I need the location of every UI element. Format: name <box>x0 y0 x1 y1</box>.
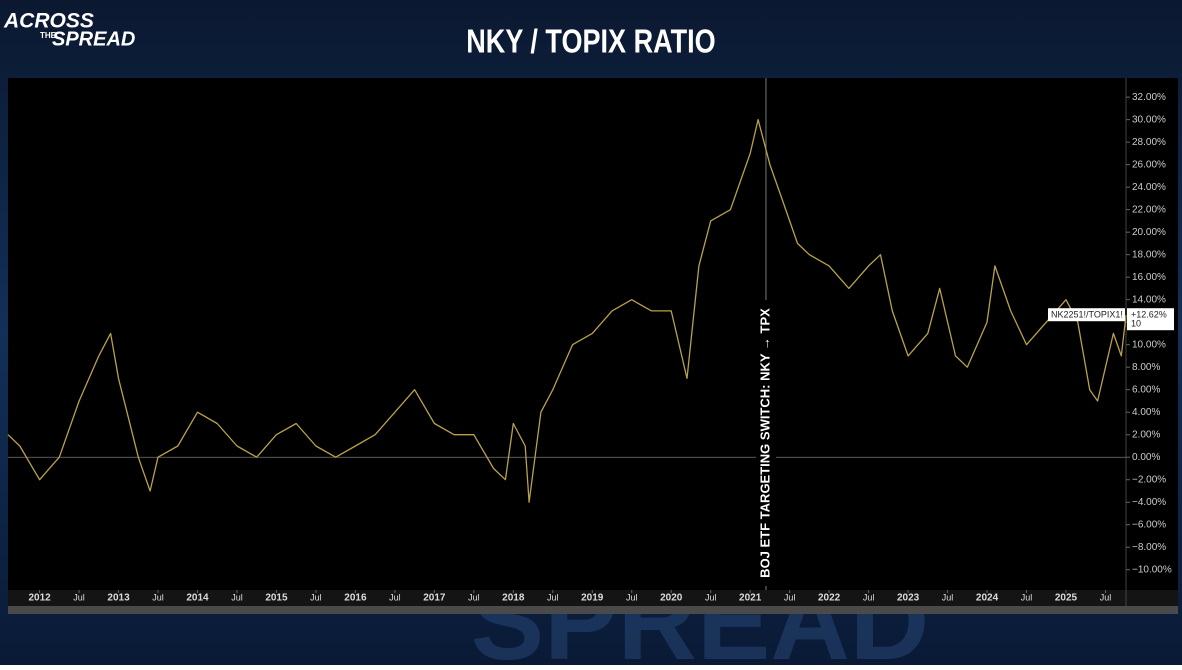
x-axis-strip <box>8 590 1178 606</box>
y-tick-label: 30.00% <box>1132 114 1166 125</box>
countdown: 10 <box>1131 319 1141 329</box>
y-tick-label: −10.00% <box>1132 564 1172 575</box>
x-tick-label: 2019 <box>581 593 604 604</box>
x-tick-label: 2016 <box>344 593 367 604</box>
x-tick-label: Jul <box>705 592 717 602</box>
x-tick-label: Jul <box>626 592 638 602</box>
x-tick-label: Jul <box>942 592 954 602</box>
y-tick-label: 26.00% <box>1132 159 1166 170</box>
ratio-line <box>7 118 1127 503</box>
x-tick-label: 2021 <box>739 593 762 604</box>
x-tick-label: Jul <box>1100 592 1112 602</box>
y-tick-label: 22.00% <box>1132 204 1166 215</box>
y-tick-label: 20.00% <box>1132 227 1166 238</box>
price-label-bg <box>1127 308 1174 331</box>
y-tick-label: 16.00% <box>1132 272 1166 283</box>
logo-line2: THE <box>40 31 57 40</box>
x-tick-label: 2023 <box>897 593 920 604</box>
y-tick-label: 28.00% <box>1132 137 1166 148</box>
x-tick-label: Jul <box>231 592 243 602</box>
x-tick-label: Jul <box>547 592 559 602</box>
x-tick-label: 2025 <box>1055 593 1078 604</box>
y-tick-label: 6.00% <box>1132 384 1160 395</box>
scrollbar <box>8 606 1178 614</box>
logo-line1: ACROSS <box>3 10 94 33</box>
y-tick-label: 8.00% <box>1132 362 1160 373</box>
x-tick-label: Jul <box>1021 592 1033 602</box>
x-tick-label: Jul <box>152 592 164 602</box>
y-tick-label: 18.00% <box>1132 249 1166 260</box>
y-tick-label: 2.00% <box>1132 429 1160 440</box>
logo-line3: SPREAD <box>52 28 135 50</box>
x-tick-label: Jul <box>468 592 480 602</box>
annotation: BOJ ETF TARGETING SWITCH: NKY → TPX <box>757 308 772 578</box>
y-tick-label: 32.00% <box>1132 92 1166 103</box>
x-tick-label: 2024 <box>976 593 999 604</box>
x-tick-label: Jul <box>863 592 875 602</box>
y-tick-label: 0.00% <box>1132 452 1160 463</box>
x-tick-label: 2014 <box>186 593 209 604</box>
x-tick-label: 2022 <box>818 593 841 604</box>
plot-area <box>8 78 1178 590</box>
y-tick-label: −8.00% <box>1132 542 1166 553</box>
x-tick-label: 2020 <box>660 593 683 604</box>
x-tick-label: 2018 <box>502 593 525 604</box>
x-tick-label: 2015 <box>265 593 288 604</box>
y-tick-label: 24.00% <box>1132 182 1166 193</box>
y-tick-label: −6.00% <box>1132 519 1166 530</box>
x-tick-label: 2013 <box>107 593 130 604</box>
x-tick-label: Jul <box>73 592 85 602</box>
price-name-bg <box>1048 308 1125 322</box>
x-tick-label: Jul <box>310 592 322 602</box>
x-tick-label: Jul <box>389 592 401 602</box>
x-tick-label: 2017 <box>423 593 446 604</box>
x-tick-label: Jul <box>784 592 796 602</box>
y-tick-label: −4.00% <box>1132 497 1166 508</box>
series-name: NK2251!/TOPIX1! <box>1051 310 1123 320</box>
y-tick-label: 4.00% <box>1132 407 1160 418</box>
chart-title: NKY / TOPIX RATIO <box>466 24 715 60</box>
y-tick-label: 14.00% <box>1132 294 1166 305</box>
last-value-label: +12.62% <box>1131 310 1167 320</box>
y-tick-label: 10.00% <box>1132 339 1166 350</box>
y-tick-label: −2.00% <box>1132 474 1166 485</box>
annotation-bg <box>755 300 776 586</box>
x-tick-label: 2012 <box>28 593 51 604</box>
